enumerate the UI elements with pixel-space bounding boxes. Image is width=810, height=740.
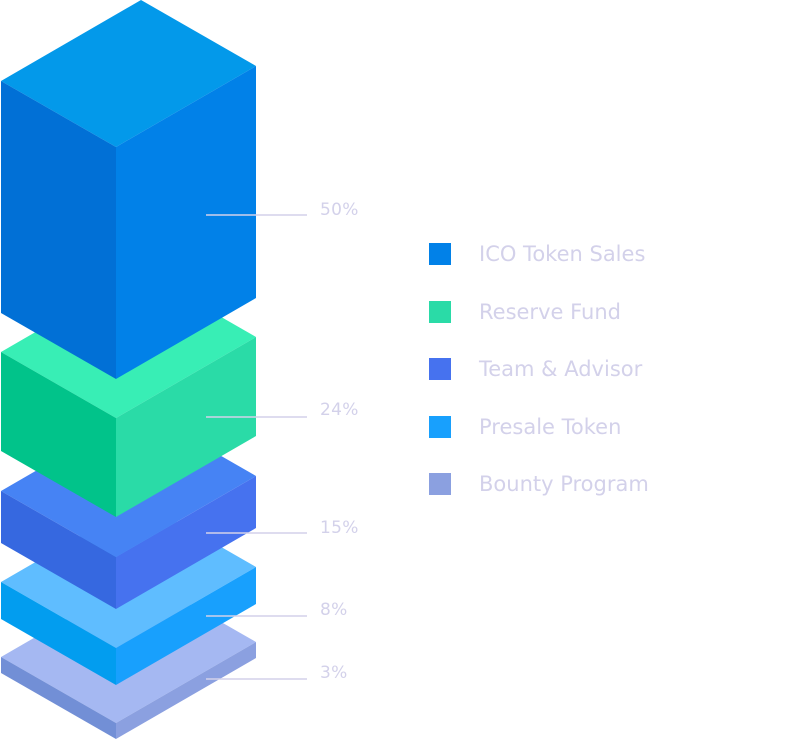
legend-item-ico: ICO Token Sales xyxy=(429,242,649,266)
block-left-face xyxy=(1,491,116,609)
value-label-reserve: 24% xyxy=(320,400,359,420)
block-ico xyxy=(1,0,256,379)
block-top-face xyxy=(1,0,256,147)
legend-item-presale: Presale Token xyxy=(429,415,649,439)
legend-swatch xyxy=(429,300,451,323)
block-left-face xyxy=(1,582,116,685)
block-right-face xyxy=(116,476,256,609)
block-left-face xyxy=(1,352,116,517)
legend-label: Bounty Program xyxy=(479,472,649,496)
block-right-face xyxy=(116,66,256,379)
legend-swatch xyxy=(429,243,451,265)
legend-swatch xyxy=(429,473,451,495)
value-label-ico: 50% xyxy=(320,200,359,220)
block-right-face xyxy=(116,337,256,517)
block-left-face xyxy=(1,81,116,379)
legend-label: Presale Token xyxy=(479,414,622,439)
block-right-face xyxy=(116,642,256,739)
legend-item-bounty: Bounty Program xyxy=(429,472,649,496)
block-right-face xyxy=(116,567,256,685)
legend-label: Team & Advisor xyxy=(479,357,643,381)
legend-swatch xyxy=(429,415,451,438)
legend-item-team: Team & Advisor xyxy=(429,357,649,381)
legend-label: ICO Token Sales xyxy=(479,242,646,266)
legend-swatch xyxy=(429,358,451,380)
value-label-presale: 8% xyxy=(320,600,348,620)
value-label-bounty: 3% xyxy=(320,663,348,683)
block-left-face xyxy=(1,657,116,739)
legend: ICO Token Sales Reserve Fund Team & Advi… xyxy=(429,242,649,530)
legend-label: Reserve Fund xyxy=(479,299,621,324)
legend-item-reserve: Reserve Fund xyxy=(429,300,649,324)
value-label-team: 15% xyxy=(320,518,359,538)
